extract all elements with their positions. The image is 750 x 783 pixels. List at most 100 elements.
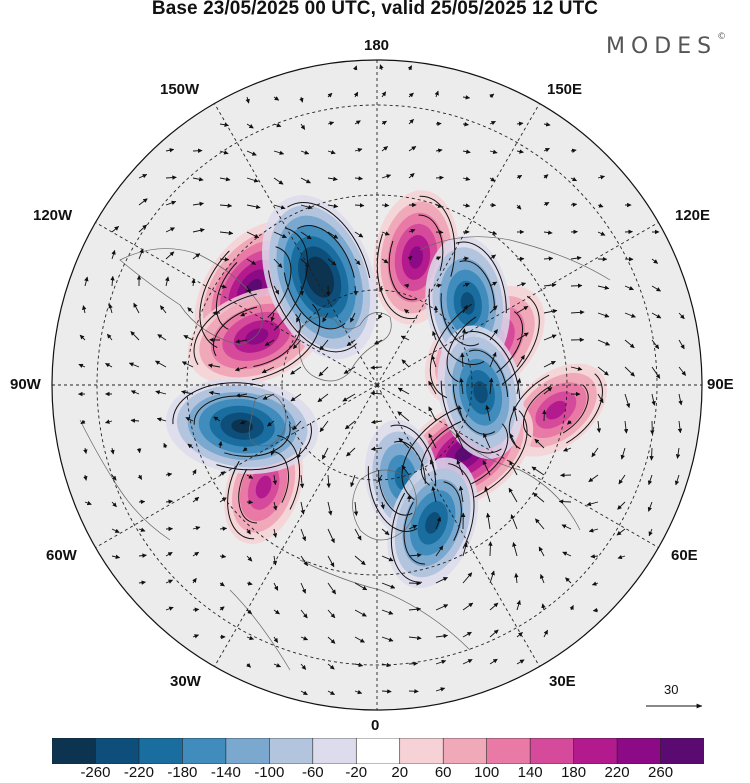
wind-arrow	[219, 230, 234, 236]
wind-arrow	[78, 363, 86, 368]
wind-arrow	[562, 551, 572, 557]
wind-arrow	[207, 363, 221, 368]
colorbar-swatch	[529, 738, 575, 764]
colorbar-tick-label: -260	[80, 764, 111, 781]
wind-arrow	[435, 283, 442, 288]
wind-arrow	[431, 486, 437, 503]
wind-arrow	[462, 659, 473, 665]
colorbar-swatch	[573, 738, 618, 764]
wind-arrow	[620, 447, 626, 460]
wind-arrow	[512, 542, 518, 557]
wind-arrow	[510, 514, 518, 530]
wind-arrow	[155, 360, 167, 368]
wind-arrow	[138, 248, 144, 260]
colorbar-tick-label: 220	[604, 764, 630, 781]
wind-arrow	[111, 249, 116, 260]
wind-arrow	[514, 572, 519, 584]
wind-arrow	[435, 121, 442, 127]
wind-arrow	[431, 355, 437, 368]
wind-arrow	[165, 472, 173, 477]
wind-arrow	[370, 365, 383, 370]
wind-arrow	[80, 419, 86, 425]
high-canada-northwest-shading	[245, 328, 269, 345]
wind-arrow	[130, 331, 140, 341]
wind-arrow	[543, 334, 557, 341]
wind-arrow	[321, 447, 329, 460]
wind-arrow	[300, 609, 308, 619]
wind-arrow	[262, 393, 275, 400]
wind-arrow	[649, 447, 654, 461]
high-north-atlantic-contour	[238, 450, 289, 524]
wind-arrow	[408, 172, 415, 179]
wind-arrow	[588, 528, 599, 533]
high-pacific-150E-contour	[376, 195, 456, 320]
wind-arrow	[489, 120, 496, 126]
wind-arrow	[381, 662, 392, 668]
wind-arrow	[155, 390, 167, 395]
wind-arrow	[353, 285, 358, 296]
wind-arrow	[219, 581, 225, 587]
wind-arrow	[273, 285, 280, 295]
wind-arrow	[327, 176, 338, 182]
wind-arrow	[561, 524, 572, 530]
wind-arrow	[543, 360, 556, 368]
wind-arrow	[678, 312, 685, 320]
wind-arrow	[327, 555, 335, 568]
wind-arrow	[381, 582, 396, 589]
wind-arrow	[540, 574, 545, 584]
wind-arrow	[110, 275, 115, 287]
wind-arrow	[462, 121, 469, 127]
wind-arrow	[435, 203, 443, 208]
wind-arrow	[192, 526, 201, 531]
wind-arrow	[346, 447, 356, 457]
wind-arrow	[570, 202, 578, 207]
wind-arrow	[381, 202, 390, 208]
wind-arrow	[651, 393, 656, 406]
wind-arrow	[240, 312, 248, 317]
wind-arrow	[489, 230, 498, 236]
wind-arrow	[246, 662, 252, 668]
wind-arrow	[187, 307, 194, 314]
wind-arrow	[105, 419, 113, 424]
wind-arrow	[381, 609, 394, 615]
wind-arrow	[370, 446, 383, 452]
wind-arrow	[165, 552, 173, 557]
wind-arrow	[541, 603, 546, 611]
wind-arrow	[570, 176, 578, 182]
wind-arrow	[111, 474, 117, 481]
wind-arrow	[327, 636, 336, 644]
wind-arrow	[130, 390, 140, 395]
brand-logo: MODES©	[606, 32, 726, 59]
wind-arrow	[617, 501, 626, 510]
colorbar-tick-label: 140	[517, 764, 543, 781]
wind-arrow	[516, 149, 524, 154]
colorbar-swatch	[355, 738, 401, 764]
wind-arrow	[435, 516, 442, 530]
wind-arrow	[408, 92, 414, 98]
wind-arrow	[648, 528, 653, 537]
wind-arrow	[570, 255, 582, 261]
wind-arrow	[246, 581, 253, 586]
wind-arrow	[327, 258, 337, 266]
wind-arrow	[462, 149, 471, 154]
colorbar-tick-label: 20	[391, 764, 409, 781]
wind-arrow	[138, 224, 147, 233]
colorbar-tick-label: 260	[648, 764, 674, 781]
wind-arrow	[596, 420, 602, 433]
wind-arrow	[106, 333, 113, 341]
wind-arrow	[532, 492, 545, 503]
wind-arrow	[370, 391, 383, 396]
wind-arrow	[381, 231, 390, 236]
wind-arrow	[597, 231, 606, 236]
colorbar-tick-label: -220	[123, 764, 154, 781]
wind-arrow	[483, 432, 491, 449]
wind-arrow	[456, 459, 464, 476]
lon-label-90w: 90W	[10, 376, 41, 393]
wind-arrow	[509, 460, 518, 476]
wind-arrow	[489, 177, 496, 182]
wind-arrow	[458, 485, 464, 503]
wind-arrow	[219, 526, 228, 531]
lon-label-150w: 150W	[160, 81, 200, 98]
wind-arrow	[354, 582, 368, 591]
coastlines	[79, 236, 611, 671]
